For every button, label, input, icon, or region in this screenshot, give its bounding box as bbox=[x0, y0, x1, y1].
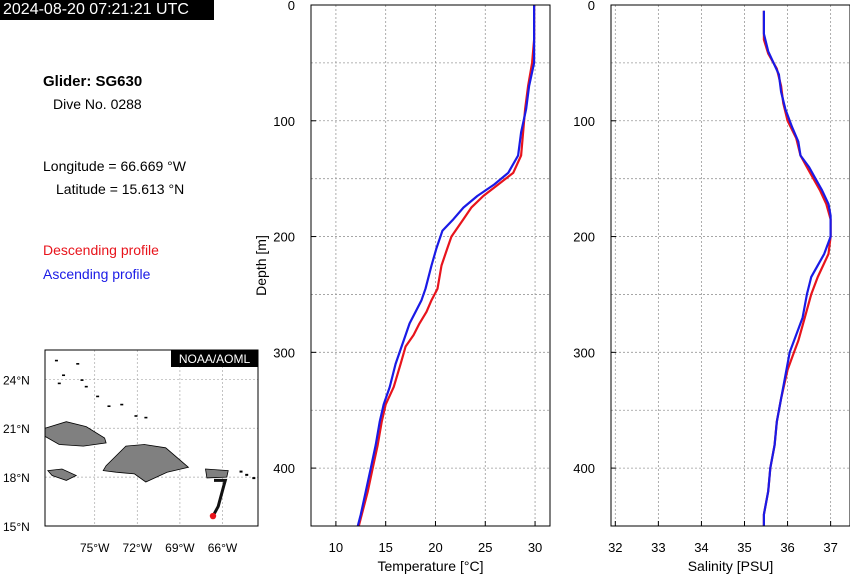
map-credit-box bbox=[171, 350, 258, 367]
descending-temperature-line bbox=[357, 5, 536, 527]
y-tick-label: 100 bbox=[573, 114, 595, 129]
puerto-rico-landmass bbox=[205, 468, 229, 479]
small-island bbox=[239, 470, 243, 473]
map-frame bbox=[44, 349, 259, 527]
bahamas-island bbox=[120, 403, 124, 406]
glider-position-marker bbox=[209, 512, 217, 520]
x-axis-title: Temperature [°C] bbox=[378, 558, 484, 574]
y-tick-label: 400 bbox=[273, 461, 295, 476]
salinity-panel: 32 33 34 35 36 37 0 100 200 300 400 Salinity [PSU] bbox=[573, 0, 850, 574]
bahamas-island bbox=[57, 382, 61, 385]
y-tick-label: 300 bbox=[273, 345, 295, 360]
bahamas-island bbox=[54, 359, 58, 362]
glider-track bbox=[211, 478, 228, 517]
dive-number: Dive No. 0288 bbox=[53, 96, 142, 112]
ascending-salinity-line bbox=[762, 10, 832, 526]
y-tick-label: 200 bbox=[573, 230, 595, 245]
bahamas-island bbox=[107, 405, 111, 408]
temperature-frame bbox=[310, 4, 551, 527]
bahamas-island bbox=[76, 363, 80, 365]
x-tick-label: 34 bbox=[694, 540, 708, 555]
y-tick-label: 300 bbox=[573, 345, 595, 360]
jamaica-landmass bbox=[46, 468, 78, 481]
small-island bbox=[245, 473, 249, 476]
map-lat-label: 15°N bbox=[3, 520, 30, 534]
small-island bbox=[252, 477, 256, 480]
x-tick-label: 35 bbox=[737, 540, 751, 555]
x-tick-label: 37 bbox=[823, 540, 837, 555]
y-tick-label: 400 bbox=[573, 461, 595, 476]
map-lon-label: 75°W bbox=[80, 541, 110, 555]
x-tick-label: 25 bbox=[478, 540, 492, 555]
y-axis-title: Depth [m] bbox=[253, 235, 269, 296]
bahamas-island bbox=[84, 385, 88, 388]
inset-map: NOAA/AOML 24°N 21°N 18°N 15°N 75°W 72°W 69°W 66°… bbox=[3, 349, 259, 555]
glider-name: Glider: SG630 bbox=[43, 73, 143, 90]
bahamas-island bbox=[144, 416, 148, 419]
x-tick-label: 33 bbox=[651, 540, 665, 555]
map-lon-label: 66°W bbox=[208, 541, 238, 555]
salinity-frame bbox=[610, 4, 850, 527]
legend-descending: Descending profile bbox=[43, 242, 159, 258]
x-tick-label: 10 bbox=[329, 540, 343, 555]
x-tick-label: 20 bbox=[428, 540, 442, 555]
x-tick-label: 32 bbox=[608, 540, 622, 555]
map-lat-label: 24°N bbox=[3, 373, 30, 387]
legend-ascending: Ascending profile bbox=[43, 266, 151, 282]
x-tick-label: 15 bbox=[378, 540, 392, 555]
bahamas-island bbox=[96, 395, 100, 398]
y-tick-label: 100 bbox=[273, 114, 295, 129]
y-tick-label: 0 bbox=[588, 0, 595, 13]
latitude-readout: Latitude = 15.613 °N bbox=[56, 181, 185, 197]
y-tick-label: 0 bbox=[288, 0, 295, 13]
map-lat-label: 21°N bbox=[3, 422, 30, 436]
map-lon-label: 69°W bbox=[165, 541, 195, 555]
x-axis-title: Salinity [PSU] bbox=[688, 558, 774, 574]
timestamp-banner: 2024-08-20 07:21:21 UTC bbox=[0, 0, 214, 20]
ascending-temperature-line bbox=[356, 5, 536, 527]
bahamas-island bbox=[62, 374, 66, 377]
x-tick-label: 30 bbox=[528, 540, 542, 555]
longitude-readout: Longitude = 66.669 °W bbox=[43, 158, 186, 174]
x-tick-label: 36 bbox=[780, 540, 794, 555]
map-lon-label: 72°W bbox=[123, 541, 153, 555]
y-tick-label: 200 bbox=[273, 230, 295, 245]
bahamas-island bbox=[134, 415, 138, 417]
bahamas-island bbox=[80, 379, 84, 381]
map-credit: NOAA/AOML bbox=[179, 352, 251, 366]
map-lat-label: 18°N bbox=[3, 471, 30, 485]
cuba-landmass bbox=[44, 421, 107, 447]
hispaniola-landmass bbox=[102, 444, 190, 483]
